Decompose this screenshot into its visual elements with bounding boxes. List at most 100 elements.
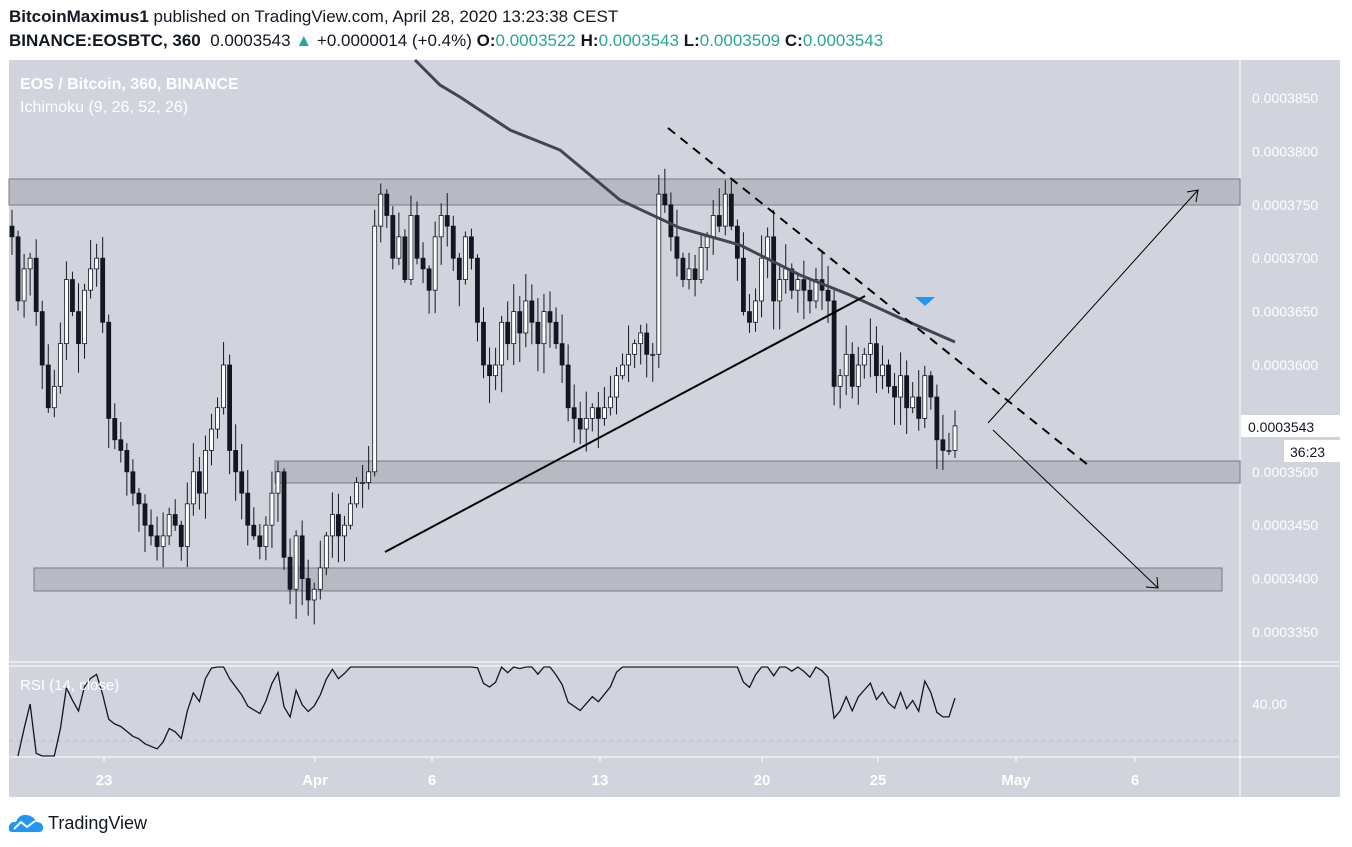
candle-up (837, 375, 843, 387)
candle-up (408, 215, 414, 280)
candle-up (650, 353, 656, 356)
price-axis[interactable]: 0.0003850 0.0003800 0.0003750 0.0003700 0.00… (1252, 90, 1318, 640)
candle-down (299, 535, 305, 580)
candle-up (64, 279, 69, 345)
rsi-tick: 40.00 (1252, 696, 1287, 712)
candle-up (269, 492, 275, 526)
candle-down (668, 204, 674, 238)
candle-down (426, 268, 432, 291)
candle-up (348, 503, 353, 526)
candle-down (456, 257, 462, 280)
candle-up (867, 343, 873, 355)
support-zone[interactable] (274, 460, 1241, 484)
countdown-tag (1284, 440, 1340, 462)
candle-down (849, 353, 855, 387)
candle-up (722, 193, 728, 227)
candle-down (559, 343, 565, 366)
candle-up (541, 311, 547, 345)
candle-up (614, 375, 619, 398)
candle-down (15, 236, 21, 302)
descending-trendline[interactable] (667, 127, 1089, 466)
publish-info: BitcoinMaximus1 published on TradingView… (9, 7, 618, 27)
candle-down (112, 417, 118, 441)
candle-up (922, 375, 928, 419)
chart-background (9, 60, 1340, 797)
candle-down (469, 236, 474, 259)
candle-down (444, 215, 450, 227)
candle-down (505, 321, 511, 345)
down-marker-icon (915, 297, 935, 306)
candle-up (511, 311, 517, 345)
candle-down (644, 332, 650, 355)
candle-down (934, 396, 940, 441)
candle-down (692, 268, 698, 280)
close-value: 0.0003543 (802, 31, 884, 50)
candle-down (928, 375, 934, 398)
high-label: H: (580, 31, 599, 50)
price-tick: 0.0003500 (1252, 464, 1318, 480)
candle-up (82, 289, 87, 345)
candle-up (354, 482, 359, 505)
candle-up (275, 471, 281, 494)
candle-down (481, 321, 486, 366)
candle-up (88, 268, 93, 291)
candle-up (946, 450, 952, 452)
candle-up (753, 300, 758, 323)
candle-down (680, 257, 686, 280)
low-value: 0.0003509 (699, 31, 781, 50)
candle-up (861, 353, 867, 366)
candle-up (215, 407, 220, 430)
candle-down (414, 215, 420, 259)
candle-up (855, 364, 861, 387)
time-tick: 23 (96, 772, 113, 789)
candle-down (728, 193, 734, 227)
candle-up (323, 535, 329, 569)
candle-up (765, 236, 771, 259)
candle-down (45, 364, 51, 409)
tradingview-logo[interactable]: TradingView (8, 812, 147, 834)
candle-up (51, 385, 57, 409)
candle-up (27, 257, 33, 270)
last-price-tag-text: 0.0003543 (1248, 419, 1314, 435)
candle-down (118, 439, 124, 451)
candle-down (801, 279, 807, 291)
candle-down (734, 225, 740, 259)
candle-up (952, 425, 958, 451)
candle-down (874, 343, 879, 377)
high-value: 0.0003543 (598, 31, 679, 50)
lower-support-zone[interactable] (33, 567, 1223, 592)
close-label: C: (784, 31, 803, 50)
candle-up (57, 343, 63, 387)
cloud-icon (8, 814, 44, 832)
bullish-arrow[interactable] (987, 189, 1199, 424)
rsi-legend[interactable]: RSI (14, close) (20, 677, 119, 694)
candle-up (759, 257, 764, 302)
candle-up (329, 514, 335, 537)
price-tick: 0.0003800 (1252, 143, 1318, 159)
candle-up (360, 482, 366, 484)
time-tick: 6 (1131, 772, 1139, 789)
candle-down (148, 524, 154, 537)
time-axis[interactable]: 23 Apr 6 13 20 25 May 6 (96, 757, 1140, 789)
candle-down (39, 311, 45, 366)
candle-down (390, 215, 396, 259)
indicator-legend[interactable]: Ichimoku (9, 26, 52, 26) (20, 99, 188, 116)
countdown-text: 36:23 (1290, 444, 1325, 460)
candle-down (940, 439, 946, 451)
time-tick: 25 (870, 772, 887, 789)
publish-date: published on TradingView.com, April 28, … (153, 7, 619, 26)
candle-down (517, 311, 523, 334)
ascending-trendline[interactable] (384, 295, 866, 553)
candle-down (336, 514, 341, 537)
candle-down (565, 364, 571, 409)
candle-up (638, 332, 644, 345)
candle-down (892, 385, 897, 398)
candle-up (632, 343, 638, 355)
candle-down (529, 300, 535, 323)
candle-up (910, 396, 916, 409)
candles (9, 168, 958, 625)
time-tick: Apr (302, 772, 328, 789)
bearish-arrow[interactable] (992, 429, 1159, 589)
candle-up (656, 193, 662, 355)
